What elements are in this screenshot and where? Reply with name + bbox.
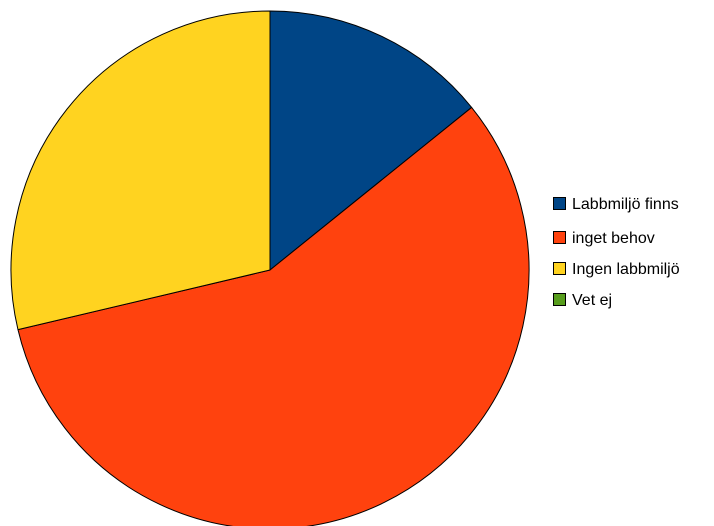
legend: Labbmiljö finns inget behov Ingen labbmi…	[553, 196, 680, 309]
legend-label-vet-ej: Vet ej	[572, 292, 612, 309]
legend-swatch-labbmiljo-finns	[553, 197, 566, 210]
legend-label-labbmiljo-finns: Labbmiljö finns	[572, 196, 679, 213]
legend-item-inget-behov: inget behov	[553, 230, 655, 247]
pie-slices	[10, 10, 530, 526]
legend-swatch-inget-behov	[553, 231, 566, 244]
legend-item-ingen-labbmiljo: Ingen labbmiljö	[553, 261, 680, 278]
pie-slice-inget-behov	[17, 106, 530, 526]
legend-label-ingen-labbmiljo: Ingen labbmiljö	[572, 261, 680, 278]
legend-item-labbmiljo-finns: Labbmiljö finns	[553, 196, 679, 213]
legend-swatch-ingen-labbmiljo	[553, 262, 566, 275]
pie-slice-ingen-labbmiljo	[10, 10, 271, 331]
pie-slice-labbmiljo-finns	[269, 10, 473, 271]
legend-label-inget-behov: inget behov	[572, 230, 655, 247]
legend-item-vet-ej: Vet ej	[553, 292, 612, 309]
legend-swatch-vet-ej	[553, 293, 566, 306]
